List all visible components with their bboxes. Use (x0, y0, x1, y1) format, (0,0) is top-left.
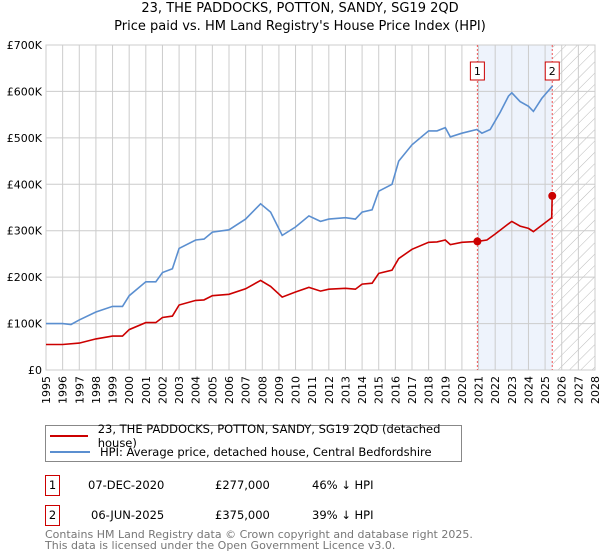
x-tick-label: 2016 (389, 376, 402, 404)
legend-label: 23, THE PADDOCKS, POTTON, SANDY, SG19 2Q… (97, 422, 441, 450)
sale-delta: 46% ↓ HPI (312, 478, 374, 492)
sale-price: £277,000 (215, 478, 270, 492)
series-line-hpi (46, 85, 554, 326)
legend-swatch (50, 451, 90, 453)
x-tick-label: 2027 (572, 376, 585, 404)
x-tick-label: 2025 (539, 376, 552, 404)
y-tick-label: £100K (7, 318, 43, 331)
sale-label-box (469, 61, 485, 81)
x-tick-label: 2028 (589, 376, 600, 404)
x-tick-label: 2012 (323, 376, 336, 404)
x-tick-label: 2018 (423, 376, 436, 404)
x-tick-label: 2020 (456, 376, 469, 404)
x-tick-label: 2011 (306, 376, 319, 404)
y-tick-label: £0 (28, 364, 42, 377)
x-tick-label: 1997 (73, 376, 86, 404)
y-tick-label: £600K (7, 85, 43, 98)
y-tick-label: £500K (7, 132, 43, 145)
x-tick-label: 2010 (290, 376, 303, 404)
chart-subtitle: Price paid vs. HM Land Registry's House … (114, 19, 486, 34)
x-tick-label: 2006 (223, 376, 236, 404)
x-tick-label: 2003 (173, 376, 186, 404)
sale-date: 06-JUN-2025 (91, 508, 165, 522)
sale-label: 1 (474, 65, 481, 78)
sale-badge: 1 (45, 475, 60, 496)
plot-border (45, 44, 596, 371)
legend-item-price: 23, THE PADDOCKS, POTTON, SANDY, SG19 2Q… (50, 422, 461, 450)
shaded-period (477, 45, 553, 370)
footer-line: Contains HM Land Registry data © Crown c… (45, 528, 473, 541)
sale-badge: 2 (45, 505, 60, 526)
x-tick-label: 1998 (90, 376, 103, 404)
x-tick-label: 2000 (123, 376, 136, 404)
x-tick-label: 1999 (107, 376, 120, 404)
legend: 23, THE PADDOCKS, POTTON, SANDY, SG19 2Q… (45, 422, 462, 462)
x-tick-label: 2009 (273, 376, 286, 404)
x-tick-label: 2005 (206, 376, 219, 404)
x-tick-label: 2014 (356, 376, 369, 404)
legend-label: HPI: Average price, detached house, Cent… (100, 445, 432, 459)
y-tick-label: £200K (7, 271, 43, 284)
x-tick-label: 2008 (256, 376, 269, 404)
x-tick-label: 2001 (140, 376, 153, 404)
sale-date: 07-DEC-2020 (88, 478, 165, 492)
x-tick-label: 2019 (439, 376, 452, 404)
x-tick-label: 2022 (489, 376, 502, 404)
y-tick-label: £300K (7, 225, 43, 238)
plot-area: 1995 1996 1997 1998 1999 2000 2001 2002 2003 2004… (7, 39, 600, 404)
x-tick-label: 1996 (57, 376, 70, 404)
y-tick-label: £400K (7, 178, 43, 191)
footer: Contains HM Land Registry data © Crown c… (45, 529, 473, 551)
sale-label-box (544, 61, 560, 81)
x-tick-label: 2004 (190, 376, 203, 404)
x-tick-label: 2026 (556, 376, 569, 404)
chart-title: 23, THE PADDOCKS, POTTON, SANDY, SG19 2Q… (141, 1, 459, 16)
sale-price: £375,000 (215, 508, 270, 522)
x-tick-label: 1995 (40, 376, 53, 404)
series-line-price-paid (46, 195, 553, 346)
y-tick-label: £700K (7, 39, 43, 52)
transaction-row: 2 06-JUN-2025 £375,000 39% ↓ HPI (45, 505, 465, 526)
transaction-row: 1 07-DEC-2020 £277,000 46% ↓ HPI (45, 475, 465, 496)
x-tick-label: 2021 (473, 376, 486, 404)
x-tick-label: 2024 (522, 376, 535, 404)
footer-line: This data is licensed under the Open Gov… (45, 539, 396, 552)
sale-point (548, 191, 557, 200)
sale-label: 2 (549, 65, 556, 78)
x-tick-label: 2023 (506, 376, 519, 404)
x-tick-label: 2007 (240, 376, 253, 404)
x-tick-label: 2002 (156, 376, 169, 404)
x-tick-label: 2015 (373, 376, 386, 404)
sale-delta: 39% ↓ HPI (312, 508, 374, 522)
x-tick-label: 2017 (406, 376, 419, 404)
x-tick-label: 2013 (339, 376, 352, 404)
legend-item-hpi: HPI: Average price, detached house, Cent… (50, 444, 432, 460)
forecast-hatch (552, 45, 595, 370)
sale-point (473, 237, 482, 246)
legend-swatch (50, 435, 88, 437)
